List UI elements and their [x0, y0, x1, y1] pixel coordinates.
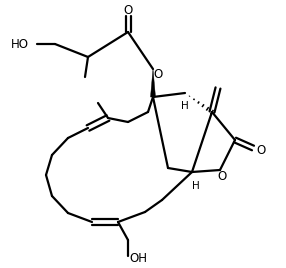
Text: O: O [123, 3, 133, 17]
Text: H: H [181, 101, 189, 111]
Text: HO: HO [11, 38, 29, 50]
Text: O: O [153, 68, 163, 80]
Text: OH: OH [129, 251, 147, 265]
Text: O: O [217, 170, 227, 184]
Polygon shape [150, 69, 156, 97]
Text: O: O [256, 143, 266, 157]
Text: H: H [192, 181, 200, 191]
